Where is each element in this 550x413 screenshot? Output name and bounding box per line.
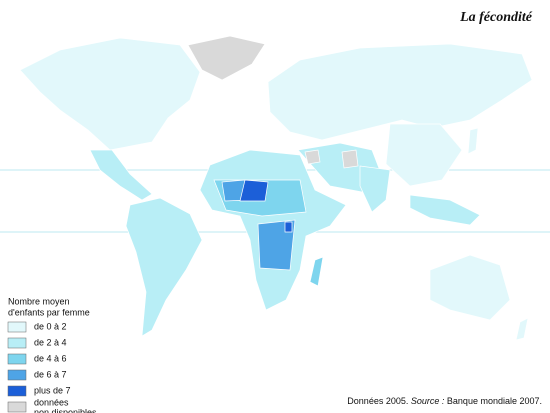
- china: [385, 123, 463, 187]
- source-text: Banque mondiale 2007.: [447, 396, 542, 406]
- eurasia: [267, 43, 533, 141]
- legend-swatch: [7, 385, 27, 397]
- legend-swatch: [7, 337, 27, 349]
- greenland: [187, 35, 266, 81]
- australia: [429, 254, 511, 321]
- south-america: [125, 197, 203, 337]
- japan: [467, 127, 479, 155]
- legend-swatch: [7, 401, 27, 413]
- legend-label: de 2 à 4: [34, 337, 67, 347]
- central-africa: [257, 219, 296, 271]
- legend-label: de 4 à 6: [34, 353, 67, 363]
- countries: [19, 35, 533, 341]
- source-prefix: Données 2005.: [347, 396, 408, 406]
- new-zealand: [515, 317, 529, 341]
- south-east-asia: [409, 194, 481, 226]
- niger: [239, 179, 269, 202]
- source-label: Source :: [411, 396, 445, 406]
- legend-swatch: [7, 369, 27, 381]
- legend-title: Nombre moyen: [8, 296, 70, 306]
- central-america: [89, 149, 153, 201]
- no-data-area: [341, 149, 359, 169]
- india: [359, 165, 391, 213]
- legend-label: non disponibles: [34, 407, 97, 413]
- legend-swatch: [7, 353, 27, 365]
- legend-label: de 6 à 7: [34, 369, 67, 379]
- source-note: Données 2005. Source : Banque mondiale 2…: [347, 396, 542, 406]
- no-data-area: [304, 149, 321, 165]
- legend-label: de 0 à 2: [34, 321, 67, 331]
- legend-label: données: [34, 397, 69, 407]
- legend-title: d'enfants par femme: [8, 307, 90, 317]
- legend-swatch: [7, 321, 27, 333]
- map-title: La fécondité: [459, 10, 533, 25]
- north-america: [19, 37, 201, 151]
- uganda: [284, 221, 293, 233]
- legend-label: plus de 7: [34, 385, 71, 395]
- madagascar: [309, 256, 324, 287]
